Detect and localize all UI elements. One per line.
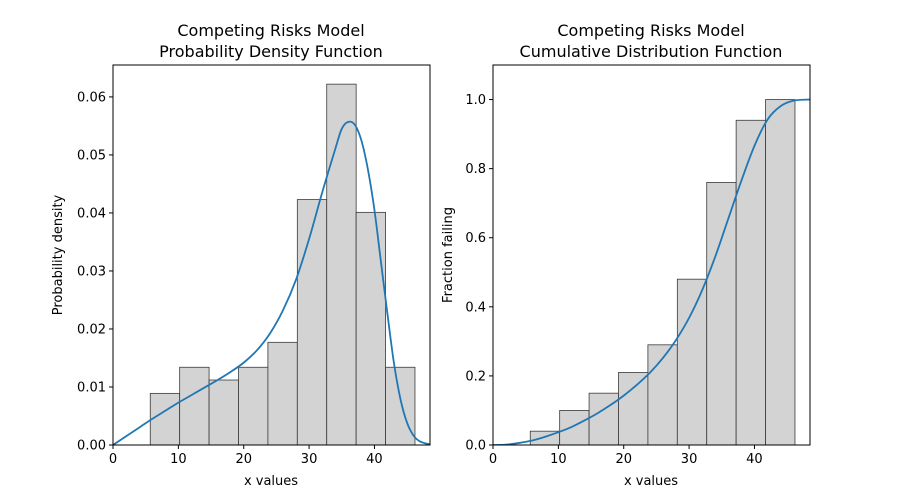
pdf-x-tick-label: 20 [235, 452, 252, 467]
cdf-histogram-bar [676, 278, 708, 446]
cdf-y-tick-label: 0.4 [465, 300, 486, 315]
cdf-axes-frame [492, 64, 811, 446]
pdf-x-tick-label: 30 [301, 452, 318, 467]
cdf-y-tick-label: 0.2 [465, 369, 486, 384]
pdf-histogram-bar [179, 366, 210, 446]
pdf-histogram-bar [238, 366, 269, 446]
pdf-y-tick-label: 0.04 [77, 206, 106, 221]
cdf-histogram-bar [706, 182, 737, 446]
cdf-histogram-bar [618, 372, 649, 446]
cdf-y-tick-label: 1.0 [465, 93, 486, 108]
pdf-histogram-bar [267, 341, 298, 446]
cdf-panel: Competing Risks Model Cumulative Distrib… [441, 21, 811, 489]
cdf-title-line2: Cumulative Distribution Function [520, 42, 783, 61]
cdf-histogram-bar [735, 119, 766, 446]
pdf-y-axis-label: Probability density [51, 194, 66, 315]
pdf-histogram-bar [149, 392, 181, 446]
pdf-y-tick-label: 0.00 [77, 439, 106, 454]
cdf-y-tick-label: 0.6 [465, 231, 486, 246]
pdf-panel: Competing Risks Model Probability Densit… [51, 21, 431, 489]
pdf-title-line1: Competing Risks Model [177, 21, 364, 40]
pdf-histogram-bar [385, 366, 416, 446]
cdf-histogram-bar [588, 392, 619, 446]
pdf-x-tick-label: 40 [366, 452, 383, 467]
pdf-y-tick-label: 0.03 [77, 264, 106, 279]
pdf-title-line2: Probability Density Function [159, 42, 383, 61]
cdf-histogram-bar [765, 99, 796, 446]
pdf-histogram-bar [326, 83, 357, 446]
cdf-x-axis-label: x values [624, 474, 678, 489]
cdf-x-tick-label: 40 [746, 452, 763, 467]
pdf-x-tick-label: 10 [170, 452, 187, 467]
pdf-histogram-bar [208, 379, 239, 446]
cdf-y-tick-label: 0.0 [465, 439, 486, 454]
cdf-y-axis-label: Fraction failing [441, 207, 456, 303]
pdf-plot-area: 0 10 20 30 40 0.00 0.01 0.02 0.03 0.04 0.05 0.06 [77, 64, 431, 467]
pdf-y-tick-label: 0.01 [77, 380, 106, 395]
pdf-histogram-bar [355, 211, 386, 446]
cdf-title-line1: Competing Risks Model [557, 21, 744, 40]
cdf-fitted-curve [493, 98, 810, 445]
cdf-x-tick-label: 0 [489, 452, 497, 467]
pdf-x-axis-label: x values [244, 474, 298, 489]
pdf-fitted-curve [113, 120, 430, 445]
pdf-x-tick-label: 0 [109, 452, 117, 467]
cdf-histogram-bar [559, 410, 590, 446]
pdf-y-tick-label: 0.02 [77, 322, 106, 337]
cdf-x-tick-label: 20 [615, 452, 632, 467]
pdf-axes-frame [112, 64, 431, 446]
pdf-y-tick-label: 0.05 [77, 148, 106, 163]
cdf-y-tick-label: 0.8 [465, 162, 486, 177]
pdf-y-tick-label: 0.06 [77, 90, 106, 105]
pdf-histogram-bar [296, 199, 328, 446]
cdf-x-tick-label: 30 [681, 452, 698, 467]
cdf-x-tick-label: 10 [550, 452, 567, 467]
cdf-plot-area: 0 10 20 30 40 0.0 0.2 0.4 0.6 0.8 1.0 [465, 64, 811, 467]
cdf-histogram-bar [647, 344, 678, 446]
